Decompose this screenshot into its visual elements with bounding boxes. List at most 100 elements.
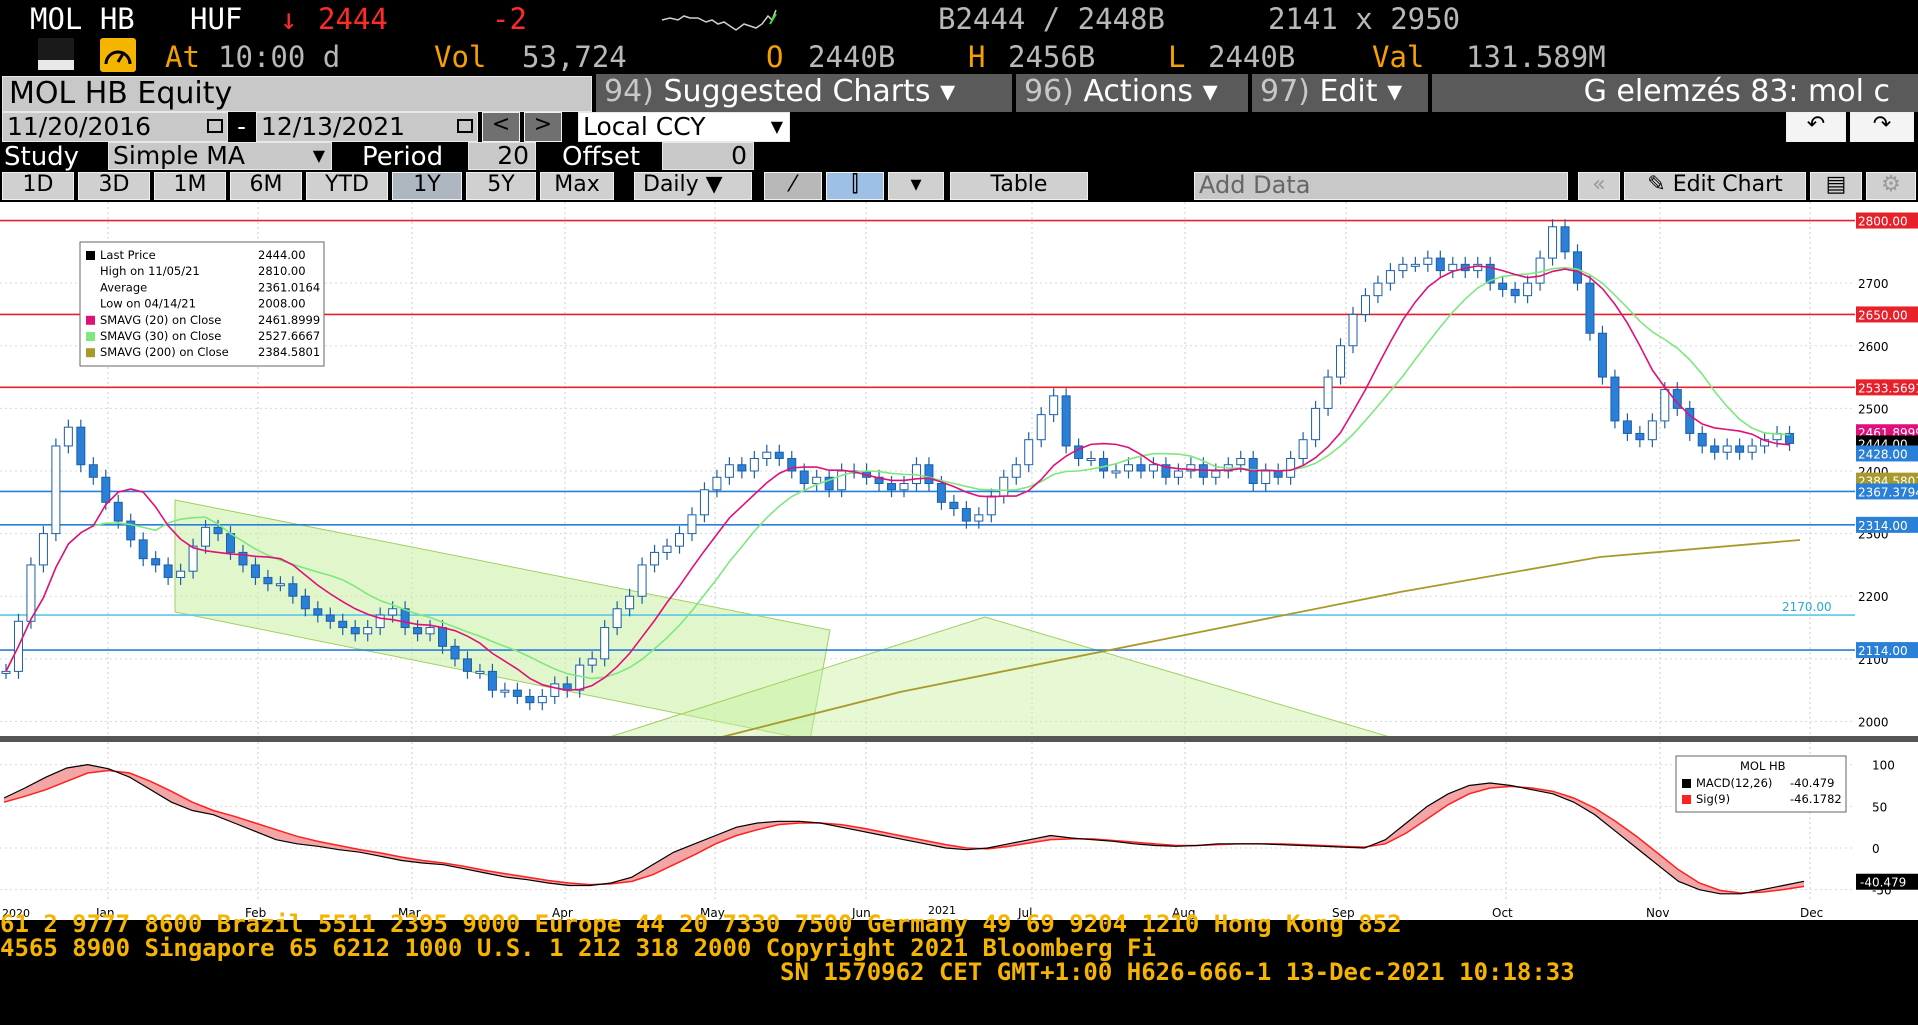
currency-select[interactable]: Local CCY ▼ bbox=[578, 112, 790, 142]
news-icon[interactable] bbox=[38, 38, 74, 70]
period-button-6m[interactable]: 6M bbox=[230, 172, 302, 200]
candle-body bbox=[1510, 288, 1520, 297]
period-button-5y[interactable]: 5Y bbox=[466, 172, 536, 200]
macd-legend-box bbox=[1675, 755, 1847, 813]
pencil-icon: ✎ bbox=[1647, 172, 1666, 197]
redo-button[interactable]: ↷ bbox=[1850, 112, 1914, 142]
last-price: 2444 bbox=[318, 2, 388, 36]
price-legend: Last Price 2444.00 High on 11/05/21 2810.00… bbox=[79, 241, 325, 367]
candle-body bbox=[151, 558, 161, 566]
volume-label: Vol bbox=[434, 40, 487, 74]
period-button-3d[interactable]: 3D bbox=[78, 172, 150, 200]
macd-y-tick: 100 bbox=[1872, 759, 1895, 773]
candle-body bbox=[462, 658, 472, 672]
frequency-select[interactable]: Daily ▼ bbox=[634, 172, 752, 200]
axis-tag-label: 2114.00 bbox=[1858, 644, 1908, 658]
security-field[interactable]: MOL HB Equity bbox=[2, 76, 592, 112]
x-axis-year-label: 2021 bbox=[928, 904, 956, 917]
candle-body bbox=[1560, 226, 1570, 253]
legend-value: 2810.00 bbox=[258, 264, 306, 278]
offset-label: Offset bbox=[562, 142, 641, 172]
chevron-down-icon[interactable]: ▼ bbox=[770, 117, 783, 136]
candle-body bbox=[525, 695, 535, 704]
calendar-icon[interactable] bbox=[457, 119, 473, 133]
candle-body bbox=[1373, 282, 1383, 297]
candle-body bbox=[1, 670, 11, 674]
macd-legend-value: -46.1782 bbox=[1790, 792, 1842, 806]
price-chart[interactable]: 200021002200230024002500260027002170.002… bbox=[0, 202, 1918, 742]
candle-body bbox=[762, 451, 772, 459]
chart-settings-icon[interactable]: ▤ bbox=[1810, 172, 1862, 200]
x-axis-month-label: Mar bbox=[398, 906, 421, 920]
date-range-dash: - bbox=[234, 112, 250, 141]
candle-body bbox=[1485, 263, 1495, 284]
candle-body bbox=[575, 664, 585, 691]
level-label-2170: 2170.00 bbox=[1782, 600, 1832, 614]
candle-body bbox=[974, 514, 984, 522]
candle-body bbox=[699, 489, 709, 516]
currency-code: HUF bbox=[190, 2, 243, 36]
candle-body bbox=[1099, 457, 1109, 472]
candle-body bbox=[986, 495, 996, 516]
candle-body bbox=[537, 695, 547, 704]
legend-value: 2444.00 bbox=[258, 248, 306, 262]
start-date-field[interactable]: 11/20/2016 bbox=[2, 112, 228, 142]
add-data-field[interactable]: Add Data bbox=[1194, 172, 1568, 200]
x-axis-year-label: 2020 bbox=[2, 907, 30, 920]
macd-last-tag bbox=[1856, 873, 1918, 890]
suggested-charts-menu[interactable]: 94) Suggested Charts ▾ bbox=[596, 74, 1012, 112]
period-button-1y[interactable]: 1Y bbox=[392, 172, 462, 200]
offset-field[interactable]: 0 bbox=[662, 142, 754, 170]
candle-body bbox=[587, 658, 597, 666]
low-label: L bbox=[1168, 40, 1186, 74]
x-axis-month-label: Jun bbox=[851, 906, 871, 920]
candle-body bbox=[1323, 376, 1333, 409]
line-chart-icon[interactable]: ⁄ bbox=[764, 172, 822, 200]
calendar-icon[interactable] bbox=[207, 119, 223, 133]
chevron-down-icon[interactable]: ▼ bbox=[705, 172, 723, 197]
price-change: -2 bbox=[492, 2, 527, 36]
speedometer-icon[interactable] bbox=[100, 38, 136, 72]
candle-body bbox=[637, 564, 647, 597]
candle-body bbox=[1660, 389, 1670, 422]
legend-value: 2361.0164 bbox=[258, 280, 320, 294]
chart-type-dropdown[interactable]: ▾ bbox=[888, 172, 944, 200]
legend-swatch bbox=[86, 315, 95, 325]
table-button[interactable]: Table bbox=[950, 172, 1088, 200]
legend-swatch bbox=[86, 251, 95, 260]
next-period-button[interactable]: > bbox=[524, 112, 562, 142]
candle-body bbox=[1136, 464, 1146, 472]
candle-body bbox=[512, 689, 522, 697]
edit-chart-button[interactable]: ✎ Edit Chart bbox=[1624, 172, 1806, 200]
candle-body bbox=[313, 608, 323, 616]
x-axis-band bbox=[0, 902, 1918, 920]
period-button-ytd[interactable]: YTD bbox=[306, 172, 388, 200]
end-date-field[interactable]: 12/13/2021 bbox=[256, 112, 478, 142]
period-button-1d[interactable]: 1D bbox=[2, 172, 74, 200]
candlestick-icon[interactable]: ⫿ bbox=[826, 172, 884, 200]
candle-body bbox=[101, 476, 111, 503]
actions-menu[interactable]: 96) Actions ▾ bbox=[1016, 74, 1248, 112]
candle-body bbox=[936, 483, 946, 503]
period-field[interactable]: 20 bbox=[468, 142, 536, 170]
edit-menu[interactable]: 97) Edit ▾ bbox=[1252, 74, 1428, 112]
previous-period-button[interactable]: < bbox=[482, 112, 520, 142]
chart-title: G elemzés 83: mol c bbox=[1432, 74, 1918, 112]
study-select[interactable]: Simple MA ▼ bbox=[108, 142, 332, 170]
chevron-down-icon[interactable]: ▼ bbox=[312, 146, 325, 165]
candle-body bbox=[88, 464, 98, 478]
candle-body bbox=[163, 564, 173, 578]
candle-body bbox=[1423, 257, 1433, 265]
collapse-icon[interactable]: « bbox=[1578, 172, 1620, 200]
candle-body bbox=[1061, 395, 1071, 447]
period-button-1m[interactable]: 1M bbox=[154, 172, 226, 200]
legend-label: Last Price bbox=[100, 248, 156, 262]
period-button-max[interactable]: Max bbox=[540, 172, 614, 200]
x-axis-month-label: Oct bbox=[1492, 906, 1513, 920]
macd-signal-line bbox=[3, 769, 1805, 894]
candle-body bbox=[1722, 445, 1732, 453]
gear-icon[interactable]: ⚙ bbox=[1866, 172, 1916, 200]
candle-body bbox=[1161, 464, 1171, 478]
undo-button[interactable]: ↶ bbox=[1786, 112, 1846, 142]
